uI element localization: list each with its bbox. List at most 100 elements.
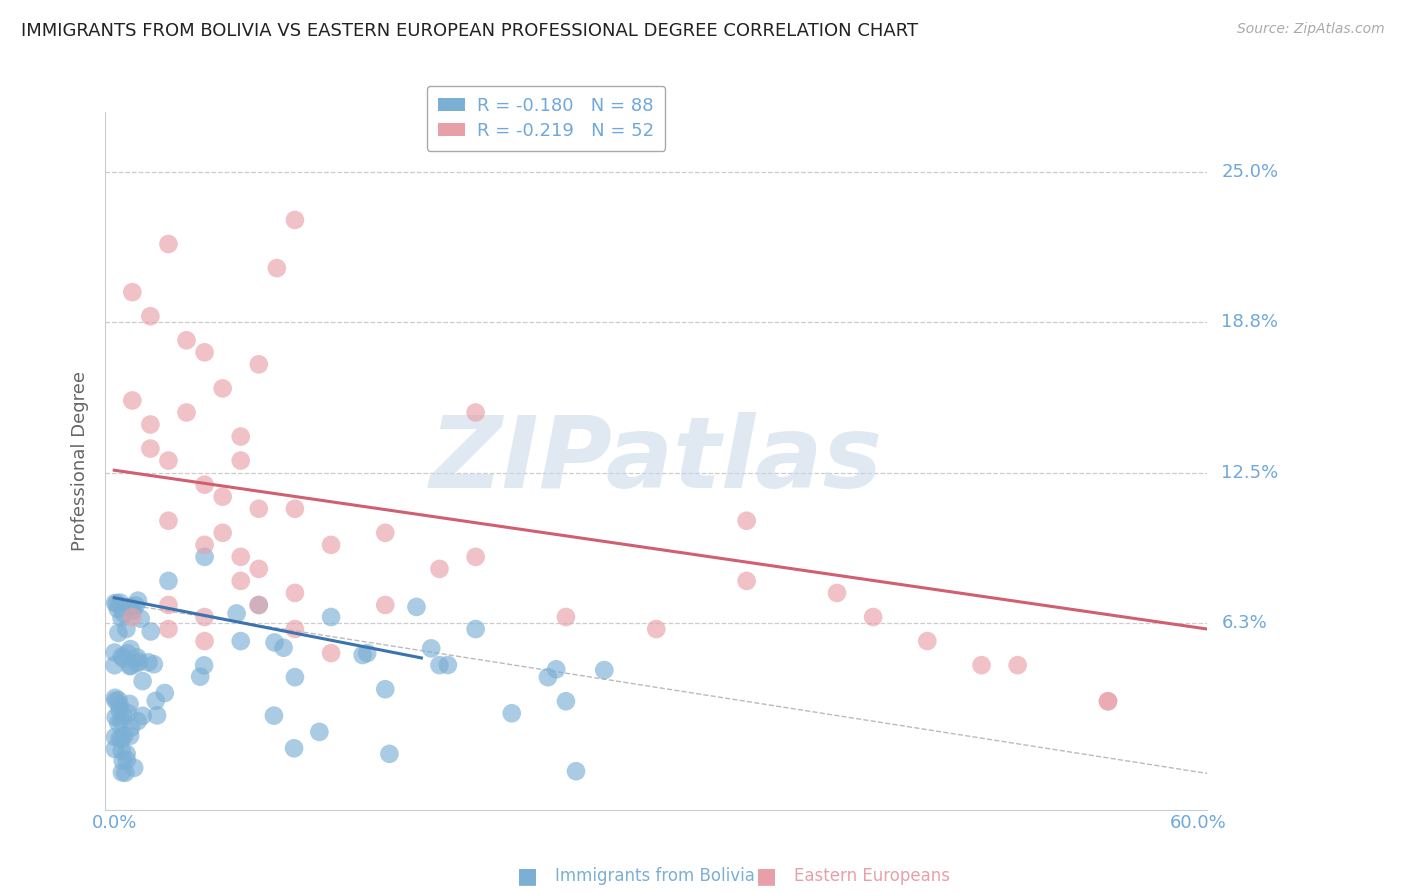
Point (194, 549, 217, 564)
Point (107, 602, 129, 616)
Point (108, 596, 131, 610)
Point (229, 429, 252, 443)
Point (229, 549, 252, 564)
Point (263, 708, 285, 723)
Point (115, 753, 138, 767)
Point (284, 586, 307, 600)
Point (593, 663, 616, 677)
Point (229, 634, 252, 648)
Point (139, 624, 162, 639)
Point (112, 728, 135, 742)
Point (104, 690, 127, 705)
Point (194, 634, 217, 648)
Point (112, 607, 135, 621)
Point (247, 501, 270, 516)
Point (225, 607, 247, 621)
Point (378, 747, 401, 761)
Point (103, 658, 125, 673)
Point (120, 642, 142, 657)
Point (111, 731, 134, 746)
Text: Eastern Europeans: Eastern Europeans (794, 867, 950, 885)
Point (122, 761, 145, 775)
Point (735, 514, 758, 528)
Point (118, 659, 141, 673)
Text: 12.5%: 12.5% (1222, 464, 1278, 482)
Point (104, 730, 127, 744)
Point (104, 694, 127, 708)
Point (128, 655, 150, 669)
Point (176, 405, 198, 419)
Point (157, 574, 180, 588)
Point (121, 285, 143, 300)
Point (104, 742, 127, 756)
Point (247, 598, 270, 612)
Point (118, 697, 141, 711)
Point (405, 599, 427, 614)
Point (121, 604, 143, 618)
Point (546, 662, 568, 676)
Point (374, 598, 396, 612)
Text: 25.0%: 25.0% (1222, 163, 1278, 181)
Point (111, 754, 134, 768)
Text: Source: ZipAtlas.com: Source: ZipAtlas.com (1237, 22, 1385, 37)
Point (111, 649, 134, 664)
Point (1097, 694, 1119, 708)
Point (229, 453, 252, 467)
Point (319, 538, 342, 552)
Point (138, 656, 160, 670)
Point (263, 635, 285, 649)
Point (825, 586, 848, 600)
Point (105, 597, 128, 611)
Point (211, 490, 233, 504)
Point (104, 710, 127, 724)
Text: IMMIGRANTS FROM BOLIVIA VS EASTERN EUROPEAN PROFESSIONAL DEGREE CORRELATION CHAR: IMMIGRANTS FROM BOLIVIA VS EASTERN EUROP… (21, 22, 918, 40)
Point (127, 650, 149, 665)
Point (121, 610, 143, 624)
Point (352, 648, 374, 662)
Point (111, 765, 134, 780)
Point (537, 670, 560, 684)
Point (645, 622, 668, 636)
Point (104, 596, 127, 610)
Point (247, 598, 270, 612)
Point (127, 593, 149, 607)
Point (247, 562, 270, 576)
Point (429, 658, 451, 673)
Point (145, 694, 167, 708)
Point (139, 442, 162, 456)
Point (319, 646, 342, 660)
Point (125, 599, 148, 613)
Point (117, 706, 139, 721)
Point (374, 525, 396, 540)
Point (110, 611, 132, 625)
Point (266, 261, 288, 276)
Y-axis label: Professional Degree: Professional Degree (72, 370, 89, 550)
Point (121, 393, 143, 408)
Point (157, 598, 180, 612)
Point (862, 610, 884, 624)
Point (211, 381, 233, 395)
Point (139, 310, 162, 324)
Point (284, 501, 307, 516)
Point (146, 708, 169, 723)
Point (970, 658, 993, 673)
Point (193, 658, 215, 673)
Point (420, 641, 443, 656)
Point (115, 622, 138, 636)
Point (464, 405, 486, 419)
Point (555, 610, 578, 624)
Point (117, 646, 139, 660)
Point (194, 538, 217, 552)
Point (107, 626, 129, 640)
Point (120, 659, 142, 673)
Point (1097, 694, 1119, 708)
Point (139, 417, 162, 432)
Point (565, 764, 588, 779)
Text: ■: ■ (756, 866, 776, 886)
Point (229, 574, 252, 588)
Point (127, 657, 149, 671)
Text: 18.8%: 18.8% (1222, 313, 1278, 331)
Point (111, 744, 134, 758)
Point (131, 674, 153, 689)
Point (176, 333, 198, 347)
